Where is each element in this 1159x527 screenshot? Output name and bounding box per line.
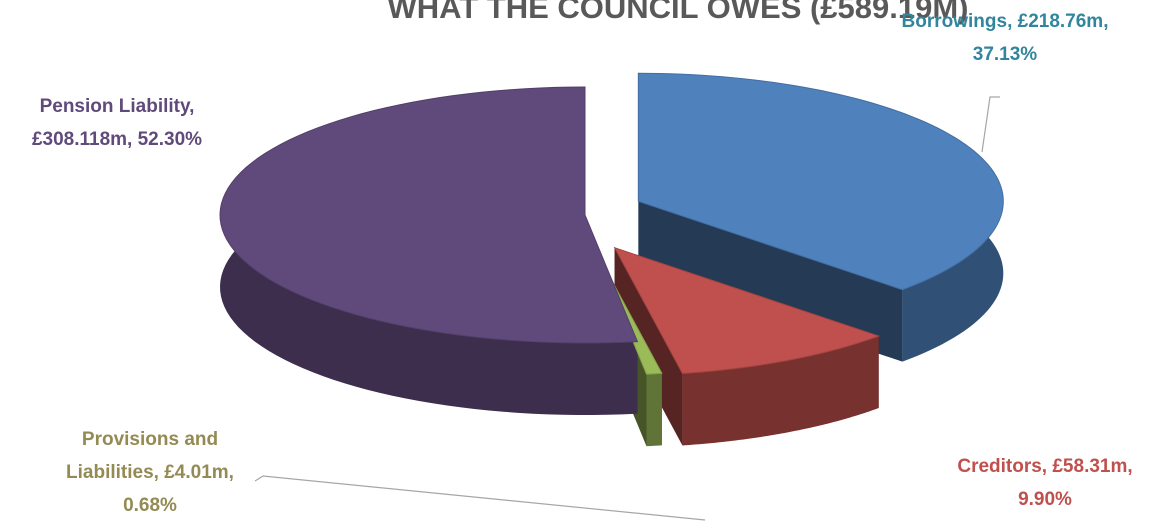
slice-wall [614, 247, 683, 446]
slice [637, 72, 1004, 291]
leader-line [981, 96, 1000, 153]
data-label: Pension Liability, [40, 96, 195, 117]
chart-title: WHAT THE COUNCIL OWES (£589.19M) [387, 0, 968, 25]
data-label: Provisions and [82, 429, 218, 450]
data-label: 9.90% [1018, 489, 1072, 510]
data-label: Borrowings, £218.76m, [902, 11, 1109, 32]
pie-tops [219, 72, 1004, 375]
slice-side [682, 336, 879, 446]
data-label: 37.13% [973, 44, 1038, 65]
data-label: Creditors, £58.31m, [957, 456, 1132, 477]
data-label: 0.68% [123, 495, 177, 516]
data-label: £308.118m, 52.30% [32, 129, 202, 150]
leader-line [254, 475, 706, 521]
slice [219, 86, 639, 344]
slice [613, 246, 881, 374]
slice-side [646, 373, 662, 447]
data-label: Liabilities, £4.01m, [66, 462, 234, 483]
